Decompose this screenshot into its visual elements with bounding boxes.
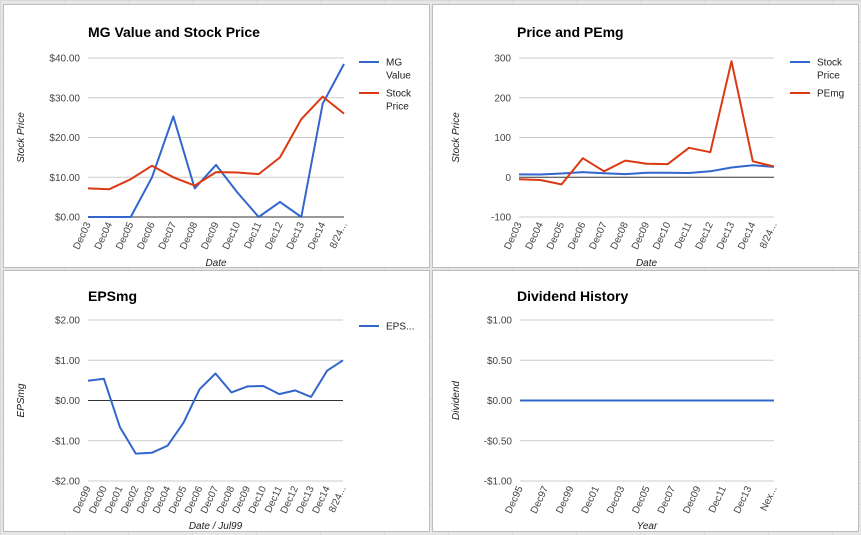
x-axis-title: Year <box>637 521 658 531</box>
x-tick-label: Dec95 <box>504 484 526 515</box>
y-axis-title: EPSmg <box>16 383 27 417</box>
series-line-1 <box>518 164 775 176</box>
x-tick-label: Dec10 <box>651 220 673 251</box>
x-tick-label: Dec04 <box>524 220 546 251</box>
y-tick-label: 0 <box>505 173 511 184</box>
legend-label: EPS... <box>386 322 414 333</box>
y-tick-label: $10.00 <box>49 173 80 184</box>
y-tick-label: -$1.00 <box>52 436 81 447</box>
y-tick-label: $2.00 <box>55 316 80 327</box>
x-axis-title: Date <box>205 258 227 267</box>
legend-label: Stock <box>386 89 412 100</box>
x-tick-label: Dec07 <box>157 220 179 251</box>
x-tick-label: Dec06 <box>136 220 158 251</box>
x-tick-label: Dec12 <box>694 220 716 251</box>
x-tick-label: Dec08 <box>178 220 200 251</box>
x-tick-label: Dec05 <box>545 220 567 251</box>
y-tick-label: $0.00 <box>487 396 512 407</box>
x-tick-label: 8/24... <box>758 221 780 251</box>
y-tick-label: $0.00 <box>55 213 80 224</box>
y-tick-label: $30.00 <box>49 93 80 104</box>
series-line-2 <box>518 60 775 186</box>
x-tick-label: Dec11 <box>707 484 729 515</box>
y-tick-label: $0.00 <box>55 396 80 407</box>
series-line-1 <box>87 359 344 455</box>
y-tick-label: $1.00 <box>487 316 512 327</box>
x-tick-label: Dec14 <box>306 220 328 251</box>
x-tick-label: Dec07 <box>656 484 678 515</box>
x-tick-label: Dec09 <box>630 220 652 251</box>
x-tick-label: Dec13 <box>715 220 737 251</box>
x-tick-label: Dec97 <box>529 484 551 515</box>
legend-label: MG <box>386 58 402 69</box>
x-tick-label: Dec03 <box>72 220 94 251</box>
legend-label: Price <box>817 71 840 82</box>
y-tick-label: 100 <box>494 133 511 144</box>
y-axis-title: Dividend <box>451 381 462 420</box>
y-tick-label: 200 <box>494 93 511 104</box>
x-tick-label: Dec03 <box>605 484 627 515</box>
series-line-1 <box>88 63 345 218</box>
x-tick-label: Dec14 <box>736 220 758 251</box>
x-tick-label: Dec03 <box>503 220 525 251</box>
x-tick-label: Dec01 <box>580 484 602 515</box>
x-tick-label: Nex... <box>759 485 780 513</box>
chart-title: MG Value and Stock Price <box>88 24 260 40</box>
x-tick-label: 8/24... <box>328 221 350 251</box>
y-tick-label: $1.00 <box>55 356 80 367</box>
y-axis-title: Stock Price <box>16 112 27 163</box>
series-line-2 <box>87 95 345 191</box>
x-tick-label: Dec05 <box>114 220 136 251</box>
y-tick-label: $20.00 <box>49 133 80 144</box>
x-tick-label: Dec04 <box>93 220 115 251</box>
chart-svg-mg-value: MG Value and Stock Price $0.00 $10.00 $20.0… <box>16 24 412 267</box>
x-tick-label: Dec13 <box>732 484 754 515</box>
x-tick-label: Dec11 <box>673 220 695 251</box>
y-tick-label: $40.00 <box>49 54 80 65</box>
chart-svg-epsmg: EPSmg-$2.00-$1.00$0.00$1.00$2.00Dec99Dec… <box>16 288 414 531</box>
legend-label: Price <box>386 102 409 113</box>
chart-panel-epsmg[interactable]: EPSmg -$2.00 -$1.00 $0.00 $1.00 $2.00 Dec99 Dec… <box>3 270 430 532</box>
y-tick-label: $0.50 <box>487 356 512 367</box>
legend-label: Stock <box>817 58 843 69</box>
y-tick-label: -100 <box>491 213 511 224</box>
x-tick-label: Dec12 <box>264 220 286 251</box>
x-tick-label: Dec09 <box>681 484 703 515</box>
chart-title: Price and PEmg <box>517 24 624 40</box>
x-tick-label: Dec05 <box>631 484 653 515</box>
chart-title: Dividend History <box>517 288 628 304</box>
x-tick-label: Dec11 <box>243 220 265 251</box>
y-tick-label: 300 <box>494 54 511 65</box>
y-tick-label: -$1.00 <box>484 477 513 488</box>
chart-svg-dividend-history: Dividend History -$1.00 -$0.50 $0.00 $0.50 $1… <box>451 288 780 531</box>
legend-label: PEmg <box>817 89 844 100</box>
legend-label: Value <box>386 71 411 82</box>
x-tick-label: Dec09 <box>200 220 222 251</box>
x-axis-title: Date <box>636 258 658 267</box>
x-tick-label: Dec13 <box>285 220 307 251</box>
x-axis-title: Date / Jul99 <box>189 521 243 531</box>
chart-panel-dividend-history[interactable]: Dividend History -$1.00 -$0.50 $0.00 $0.50 $1… <box>432 270 859 532</box>
x-tick-label: Dec10 <box>221 220 243 251</box>
x-tick-label: Dec08 <box>609 220 631 251</box>
chart-panel-price-pemg[interactable]: Price and PEmg -100 0 100 200 300 Dec03 Dec04 De… <box>432 4 859 268</box>
x-tick-label: Dec06 <box>566 220 588 251</box>
chart-panel-mg-value[interactable]: MG Value and Stock Price $0.00 $10.00 $20.0… <box>3 4 430 268</box>
chart-title: EPSmg <box>88 288 137 304</box>
y-tick-label: -$2.00 <box>52 477 81 488</box>
x-tick-label: Dec99 <box>554 484 576 515</box>
y-axis-title: Stock Price <box>451 112 462 163</box>
x-tick-label: Dec07 <box>588 220 610 251</box>
y-tick-label: -$0.50 <box>484 436 513 447</box>
